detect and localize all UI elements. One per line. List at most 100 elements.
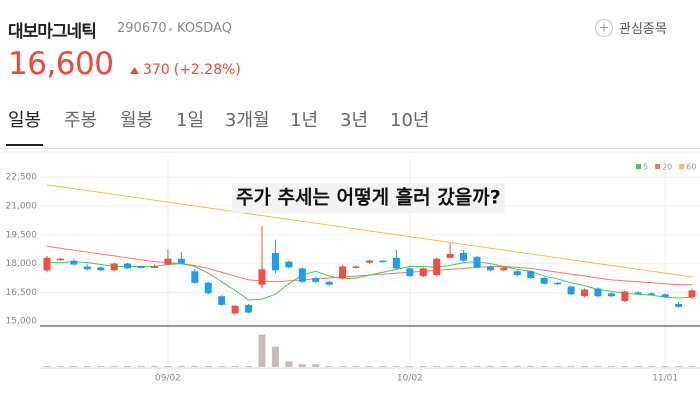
volume-bar <box>446 366 454 367</box>
legend-swatch <box>679 164 685 169</box>
watch-label[interactable]: 관심종목 <box>619 22 667 37</box>
candle-body <box>419 268 427 277</box>
candle-body <box>339 266 347 278</box>
volume-bar <box>325 366 333 367</box>
volume-bar <box>204 366 212 367</box>
volume-bar <box>460 366 468 367</box>
volume-bar <box>527 366 535 367</box>
candle-body <box>554 282 562 285</box>
candle-body <box>406 268 414 277</box>
volume-bar <box>500 366 508 367</box>
annotation: 주가 추세는 어떻게 흘러 갔을까? <box>232 183 505 213</box>
x-tick-label: 09/02 <box>155 374 181 384</box>
y-tick-label: 21,000 <box>6 201 38 211</box>
volume-bar <box>97 366 105 367</box>
candle-body <box>366 260 373 263</box>
volume-bar <box>83 366 91 367</box>
separator <box>169 28 172 31</box>
change: 370 (+2.28%) <box>130 62 241 78</box>
volume-bar <box>392 366 400 367</box>
candle-body <box>634 292 642 294</box>
candle-body <box>258 269 266 285</box>
candle-body <box>379 260 387 263</box>
volume-bar <box>581 366 588 367</box>
candle-body <box>285 261 293 268</box>
stock-name: 대보마그네틱 <box>8 22 97 42</box>
candle-body <box>446 253 454 258</box>
price: 16,600 <box>8 46 114 82</box>
change-rate: (+2.28%) <box>173 62 241 78</box>
watch-button[interactable]: 관심종목 <box>595 18 667 37</box>
volume-bar <box>661 366 669 367</box>
candle-body <box>83 266 91 270</box>
change-amount: 370 <box>143 62 170 78</box>
volume-bar <box>231 366 239 367</box>
volume-bar <box>554 366 562 367</box>
volume-bar <box>312 364 320 367</box>
candle-body <box>621 291 629 302</box>
volume-bar <box>151 366 158 367</box>
volume-bar <box>567 366 575 367</box>
candle-body <box>460 253 468 261</box>
moving-average-line <box>46 184 693 278</box>
volume-bar <box>191 366 199 367</box>
volume-bar <box>218 366 226 367</box>
candle-body <box>218 296 226 305</box>
tab[interactable]: 3개월 <box>225 110 270 131</box>
legend-label: 20 <box>662 163 672 172</box>
chart: 22,500 21,000 19,500 18,000 16,500 15,000 09/0… <box>0 151 700 384</box>
tab[interactable]: 3년 <box>340 110 369 131</box>
candle-body <box>581 289 588 297</box>
tab-bar: 일봉 주봉 월봉 1일 3개월 1년 3년 10년 <box>0 104 700 149</box>
x-tick-label: 11/01 <box>652 374 678 384</box>
candle-body <box>392 257 400 269</box>
volume-bar <box>137 366 145 367</box>
volume-bar <box>473 366 481 367</box>
y-tick-label: 15,000 <box>6 317 38 327</box>
candle-body <box>137 266 145 268</box>
volume-bar <box>433 366 441 367</box>
candle-body <box>594 288 602 297</box>
up-triangle <box>130 66 139 74</box>
volume-bar <box>675 366 683 367</box>
market: KOSDAQ <box>177 21 232 36</box>
candle-body <box>352 266 360 268</box>
y-tick-label: 18,000 <box>6 259 38 269</box>
candle-body <box>433 258 441 276</box>
volume-bar <box>419 366 427 367</box>
tab[interactable]: 일봉 <box>5 106 44 146</box>
candle-body <box>191 271 199 283</box>
volume-bar <box>594 366 602 367</box>
candle-body <box>124 263 132 269</box>
volume-bar <box>648 366 656 367</box>
tab[interactable]: 10년 <box>390 110 430 131</box>
volume-bar <box>366 366 373 367</box>
candle-body <box>540 277 548 284</box>
volume-bar <box>56 366 64 367</box>
volume-bar <box>285 361 293 367</box>
volume-bar <box>379 366 387 367</box>
volume-bar <box>621 366 629 367</box>
tab[interactable]: 1년 <box>290 110 319 131</box>
candle-body <box>164 258 172 265</box>
volume-bar <box>177 366 185 367</box>
candle-body <box>675 303 683 307</box>
x-tick-label: 10/02 <box>397 374 423 384</box>
candle-body <box>298 268 306 282</box>
candle-body <box>527 271 535 278</box>
candle-body <box>56 258 64 261</box>
legend-swatch <box>655 164 661 169</box>
candle-body <box>70 260 78 265</box>
legend-label: 60 <box>686 163 696 172</box>
tab[interactable]: 주봉 <box>64 110 98 131</box>
volume-bar <box>634 366 642 367</box>
volume-bar <box>258 334 266 367</box>
candle-body <box>110 263 118 271</box>
volume-bar <box>70 366 78 367</box>
y-tick-label: 22,500 <box>6 173 38 183</box>
volume-bar <box>486 366 494 367</box>
tab[interactable]: 월봉 <box>120 110 154 131</box>
candle-body <box>473 256 481 268</box>
tab[interactable]: 1일 <box>176 110 205 131</box>
volume-bar <box>688 366 696 367</box>
